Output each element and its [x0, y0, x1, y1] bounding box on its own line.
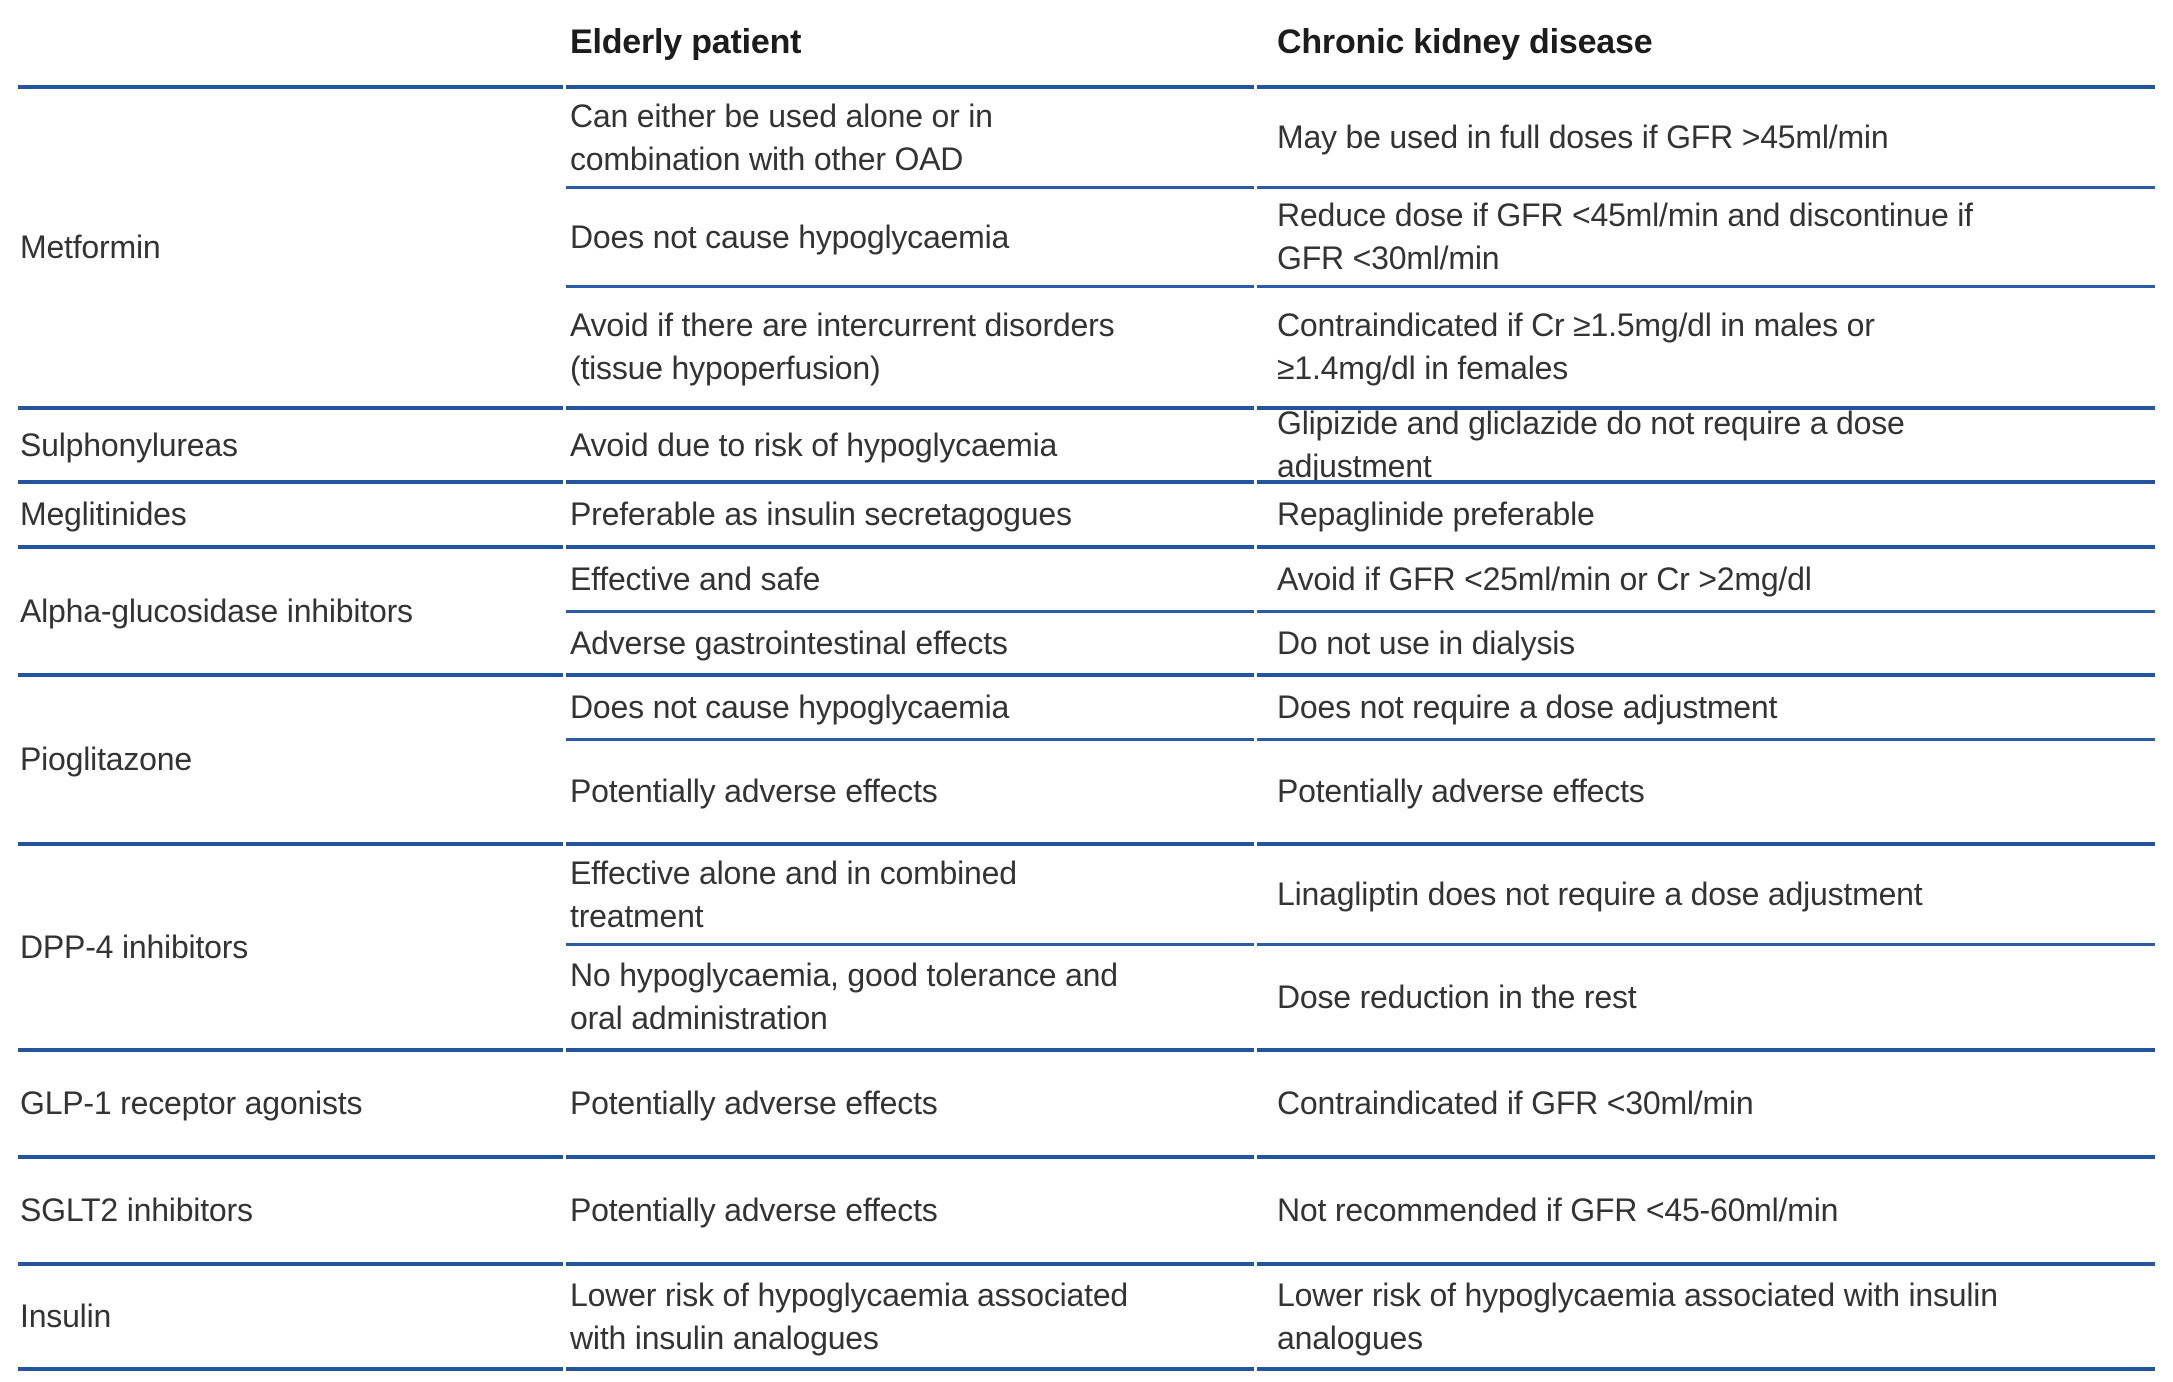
- elderly-cell: Preferable as insulin secretagogues: [566, 480, 1254, 545]
- group-meglitinides: Meglitinides Preferable as insulin secre…: [18, 480, 2155, 545]
- group-insulin: Insulin Lower risk of hypoglycaemia asso…: [18, 1262, 2155, 1367]
- group-pioglitazone: Pioglitazone Does not cause hypoglycaemi…: [18, 673, 2155, 842]
- elderly-cell: Potentially adverse effects: [566, 1048, 1254, 1155]
- drug-name-label: Alpha-glucosidase inhibitors: [18, 545, 563, 673]
- bottom-rule-segment: [18, 1367, 563, 1371]
- group-alpha-glucosidase-inhibitors: Alpha-glucosidase inhibitors Effective a…: [18, 545, 2155, 673]
- group-sulphonylureas: Sulphonylureas Avoid due to risk of hypo…: [18, 405, 2155, 484]
- ckd-cell: May be used in full doses if GFR >45ml/m…: [1257, 85, 2155, 186]
- drug-name-label: Pioglitazone: [18, 673, 563, 842]
- ckd-cell: Reduce dose if GFR <45ml/min and discont…: [1257, 186, 2155, 285]
- drug-name-label: Meglitinides: [18, 480, 563, 545]
- column-header-empty: [18, 0, 563, 85]
- ckd-cell: Repaglinide preferable: [1257, 480, 2155, 545]
- group-metformin: Metformin Can either be used alone or in…: [18, 85, 2155, 406]
- drug-name-label: Metformin: [18, 85, 563, 406]
- drug-name-label: GLP-1 receptor agonists: [18, 1048, 563, 1155]
- bottom-rule-segment: [566, 1367, 1254, 1371]
- ckd-cell: Does not require a dose adjustment: [1257, 673, 2155, 738]
- elderly-cell: Lower risk of hypoglycaemia associated w…: [566, 1262, 1254, 1367]
- elderly-cell: Avoid if there are intercurrent disorder…: [566, 285, 1254, 406]
- drug-name-label: Insulin: [18, 1262, 563, 1367]
- ckd-cell: Linagliptin does not require a dose adju…: [1257, 842, 2155, 943]
- table-bottom-rule: [18, 1367, 2155, 1371]
- elderly-cell: Potentially adverse effects: [566, 1155, 1254, 1262]
- group-dpp4-inhibitors: DPP-4 inhibitors Effective alone and in …: [18, 842, 2155, 1048]
- drug-name-label: Sulphonylureas: [18, 406, 563, 480]
- elderly-cell: Avoid due to risk of hypoglycaemia: [566, 406, 1254, 480]
- elderly-cell: Does not cause hypoglycaemia: [566, 673, 1254, 738]
- drug-name-label: DPP-4 inhibitors: [18, 842, 563, 1048]
- elderly-cell: Effective and safe: [566, 545, 1254, 610]
- elderly-cell: Can either be used alone or in combinati…: [566, 85, 1254, 186]
- group-sglt2-inhibitors: SGLT2 inhibitors Potentially adverse eff…: [18, 1155, 2155, 1262]
- elderly-cell: Effective alone and in combined treatmen…: [566, 842, 1254, 943]
- column-header-chronic-kidney-disease: Chronic kidney disease: [1277, 23, 1653, 61]
- ckd-cell: Not recommended if GFR <45-60ml/min: [1257, 1155, 2155, 1262]
- ckd-cell: Dose reduction in the rest: [1257, 943, 2155, 1048]
- ckd-cell: Potentially adverse effects: [1257, 738, 2155, 842]
- elderly-cell: Does not cause hypoglycaemia: [566, 186, 1254, 285]
- column-header-elderly-patient: Elderly patient: [570, 23, 802, 61]
- elderly-cell: Potentially adverse effects: [566, 738, 1254, 842]
- elderly-cell: No hypoglycaemia, good tolerance and ora…: [566, 943, 1254, 1048]
- ckd-cell: Lower risk of hypoglycaemia associated w…: [1257, 1262, 2155, 1367]
- elderly-cell: Adverse gastrointestinal effects: [566, 610, 1254, 673]
- ckd-cell: Contraindicated if Cr ≥1.5mg/dl in males…: [1257, 285, 2155, 406]
- bottom-rule-segment: [1257, 1367, 2155, 1371]
- table-header-row: Elderly patient Chronic kidney disease: [18, 0, 2155, 85]
- ckd-cell: Glipizide and gliclazide do not require …: [1257, 405, 2155, 484]
- ckd-cell: Do not use in dialysis: [1257, 610, 2155, 673]
- drug-name-label: SGLT2 inhibitors: [18, 1155, 563, 1262]
- ckd-cell: Avoid if GFR <25ml/min or Cr >2mg/dl: [1257, 545, 2155, 610]
- ckd-cell: Contraindicated if GFR <30ml/min: [1257, 1048, 2155, 1155]
- group-glp1-receptor-agonists: GLP-1 receptor agonists Potentially adve…: [18, 1048, 2155, 1155]
